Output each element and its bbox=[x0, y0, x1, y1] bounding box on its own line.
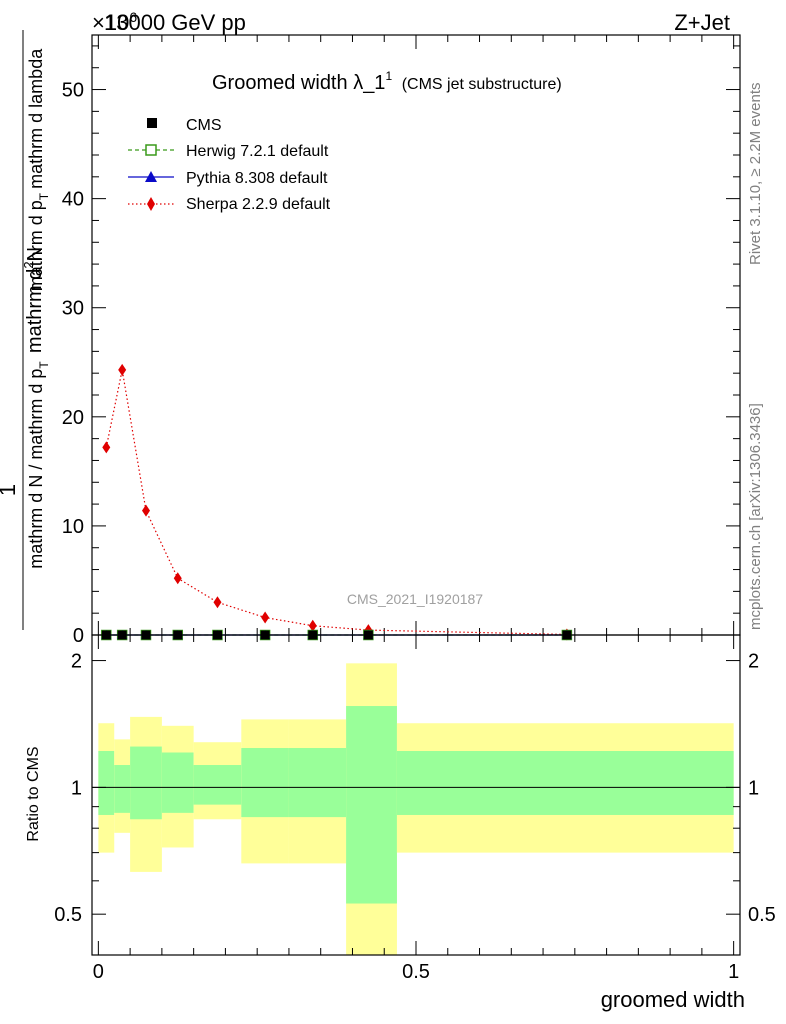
legend-herwig-label: Herwig 7.2.1 default bbox=[186, 143, 329, 160]
legend-sherpa-marker bbox=[147, 197, 155, 211]
sherpa-data-point bbox=[118, 363, 127, 376]
sherpa-data-point bbox=[213, 596, 222, 609]
ratio-y-tick-label-right: 0.5 bbox=[748, 904, 776, 926]
sherpa-data-point bbox=[308, 619, 317, 632]
legend-pythia-marker bbox=[145, 171, 157, 182]
main-series-layer bbox=[101, 363, 573, 641]
ratio-y-tick-label-right: 1 bbox=[748, 777, 759, 799]
ratio-inner-band bbox=[288, 748, 347, 818]
main-y-tick-label: 20 bbox=[62, 407, 84, 429]
ratio-inner-band bbox=[98, 750, 115, 815]
main-y-axis-label: mathrm d2N 1 mathrm d pTmathrm d lambda … bbox=[0, 30, 51, 630]
main-y-tick-label: 0 bbox=[73, 625, 84, 647]
legend-cms-label: CMS bbox=[186, 117, 222, 134]
ratio-y-tick-label: 1 bbox=[71, 777, 82, 799]
legend-cms-marker bbox=[147, 118, 157, 128]
ratio-inner-band bbox=[396, 750, 734, 815]
process-label: Z+Jet bbox=[674, 10, 730, 35]
y-label-denominator: mathrm d N / mathrm d pT bbox=[26, 361, 51, 569]
main-y-tick-label: 40 bbox=[62, 189, 84, 211]
x-axis-label: groomed width bbox=[601, 987, 745, 1012]
exponent-label: ×106 bbox=[92, 9, 137, 35]
ratio-y-axis-label: Ratio to CMS bbox=[25, 746, 42, 841]
ratio-y-tick-label: 2 bbox=[71, 651, 82, 673]
main-y-tick-label: 50 bbox=[62, 80, 84, 102]
ratio-y-tick-label-right: 2 bbox=[748, 651, 759, 673]
sherpa-data-point bbox=[261, 611, 270, 624]
y-label-dpt-dlambda: mathrm d pTmathrm d lambda bbox=[26, 48, 51, 291]
ratio-y-axis: 0.5 0.5 1 1 2 2 bbox=[54, 651, 776, 956]
rivet-label: Rivet 3.1.10, ≥ 2.2M events bbox=[747, 83, 764, 266]
main-x-ticks bbox=[97, 35, 735, 635]
legend: CMS Herwig 7.2.1 default Pythia 8.308 de… bbox=[128, 117, 331, 213]
x-tick-label: 1 bbox=[728, 961, 739, 983]
main-y-tick-label: 10 bbox=[62, 516, 84, 538]
series-line-3 bbox=[105, 369, 567, 636]
sherpa-data-point bbox=[102, 441, 111, 454]
analysis-watermark: CMS_2021_I1920187 bbox=[347, 591, 483, 607]
ratio-inner-band bbox=[193, 765, 242, 805]
ratio-inner-band bbox=[114, 765, 131, 813]
sherpa-data-point bbox=[142, 504, 150, 517]
plot-title: Groomed width λ_11 (CMS jet substructure… bbox=[212, 63, 562, 94]
energy-label: 13000 GeV pp bbox=[104, 10, 246, 35]
ratio-inner-band bbox=[161, 752, 194, 813]
legend-herwig-marker bbox=[145, 144, 157, 156]
ratio-inner-band bbox=[346, 706, 397, 904]
sherpa-data-point bbox=[173, 572, 182, 585]
y-label-one: 1 bbox=[0, 484, 20, 496]
main-y-tick-label: 30 bbox=[62, 298, 84, 320]
y-label-numerator-line: mathrm d2N bbox=[21, 247, 46, 353]
ratio-bands-layer bbox=[98, 663, 734, 955]
mcplots-label: mcplots.cern.ch [arXiv:1306.3436] bbox=[747, 403, 764, 630]
ratio-y-tick-label: 0.5 bbox=[54, 904, 82, 926]
x-tick-label: 0 bbox=[93, 961, 104, 983]
legend-pythia-label: Pythia 8.308 default bbox=[186, 170, 328, 187]
ratio-inner-band bbox=[130, 746, 162, 820]
main-y-axis: 0 10 20 30 40 50 bbox=[62, 45, 740, 647]
ratio-x-axis: 0 0.5 1 bbox=[93, 635, 739, 983]
ratio-inner-band bbox=[241, 748, 289, 818]
legend-sherpa-label: Sherpa 2.2.9 default bbox=[186, 196, 331, 213]
x-tick-label: 0.5 bbox=[402, 961, 430, 983]
